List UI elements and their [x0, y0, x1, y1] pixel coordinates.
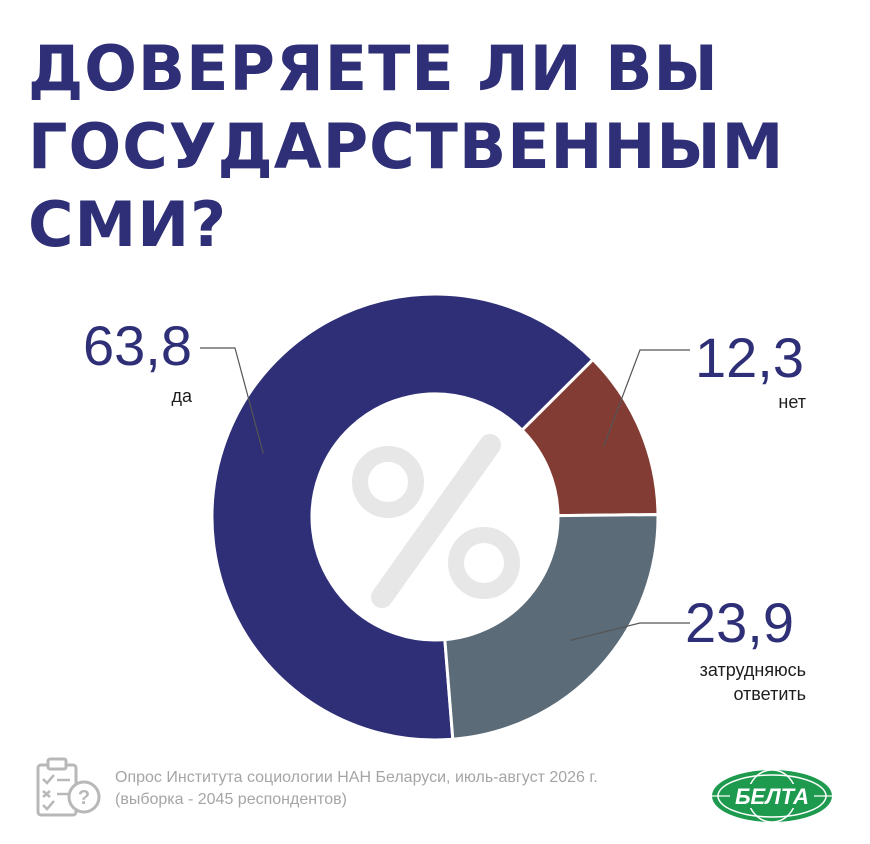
source-line-1: Опрос Института социологии НАН Беларуси,… — [115, 769, 598, 786]
value-label-0: 63,8 — [83, 314, 192, 377]
value-label-1: 12,3 — [695, 326, 804, 389]
source-note: Опрос Института социологии НАН Беларуси,… — [115, 767, 715, 811]
leader-line-0 — [200, 347, 264, 454]
title-line-3: СМИ? — [28, 188, 228, 261]
donut-slice-0 — [210, 292, 596, 742]
leader-line-2 — [570, 622, 690, 641]
title-line-1: ДОВЕРЯЕТЕ ЛИ ВЫ — [28, 32, 719, 105]
category-label-1-0: нет — [778, 392, 806, 412]
source-line-2: (выборка - 2045 респондентов) — [115, 791, 347, 808]
leader-line-1 — [603, 349, 690, 447]
logo-text: БЕЛТА — [735, 784, 809, 809]
clipboard-survey-icon: ? — [36, 757, 101, 817]
chart-title: ДОВЕРЯЕТЕ ЛИ ВЫ ГОСУДАРСТВЕННЫМ СМИ? — [28, 30, 784, 264]
svg-text:?: ? — [78, 787, 90, 809]
category-label-0-0: да — [171, 386, 193, 406]
title-line-2: ГОСУДАРСТВЕННЫМ — [28, 110, 785, 183]
value-label-2: 23,9 — [685, 591, 794, 654]
percent-icon — [352, 434, 520, 608]
category-label-2-0: затрудняюсь — [700, 660, 806, 680]
donut-slice-2 — [443, 513, 660, 741]
category-label-2-1: ответить — [733, 684, 806, 704]
belta-logo: БЕЛТА — [712, 769, 832, 823]
